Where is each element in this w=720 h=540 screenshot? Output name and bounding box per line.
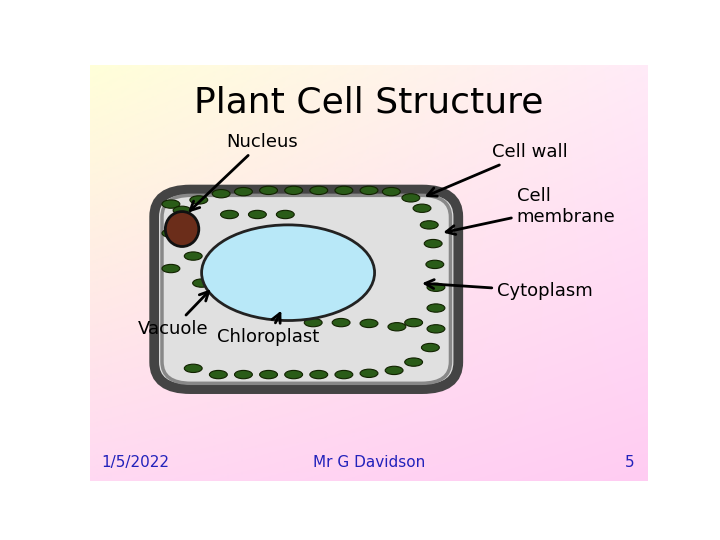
Ellipse shape	[193, 279, 210, 287]
Ellipse shape	[360, 369, 378, 377]
Ellipse shape	[405, 319, 423, 327]
Ellipse shape	[335, 186, 353, 194]
Ellipse shape	[212, 190, 230, 198]
Ellipse shape	[310, 186, 328, 194]
Text: Cytoplasm: Cytoplasm	[425, 280, 593, 300]
Ellipse shape	[235, 187, 253, 196]
Ellipse shape	[202, 225, 374, 321]
Ellipse shape	[413, 204, 431, 212]
Ellipse shape	[335, 370, 353, 379]
Ellipse shape	[427, 283, 445, 292]
Ellipse shape	[360, 319, 378, 328]
Ellipse shape	[260, 370, 277, 379]
Ellipse shape	[184, 364, 202, 373]
Ellipse shape	[248, 210, 266, 219]
Ellipse shape	[284, 370, 302, 379]
Ellipse shape	[426, 260, 444, 268]
Ellipse shape	[190, 196, 208, 204]
Text: Mr G Davidson: Mr G Davidson	[313, 455, 425, 470]
Text: Plant Cell Structure: Plant Cell Structure	[194, 85, 544, 119]
Text: Vacuole: Vacuole	[138, 292, 209, 338]
Text: Cell wall: Cell wall	[428, 143, 567, 196]
Ellipse shape	[235, 370, 253, 379]
Ellipse shape	[385, 366, 403, 375]
Ellipse shape	[332, 319, 350, 327]
Text: Nucleus: Nucleus	[190, 133, 299, 211]
Ellipse shape	[162, 229, 180, 238]
Ellipse shape	[360, 186, 378, 194]
Ellipse shape	[310, 370, 328, 379]
Text: 5: 5	[624, 455, 634, 470]
Ellipse shape	[388, 322, 406, 331]
Ellipse shape	[402, 194, 420, 202]
Ellipse shape	[427, 325, 445, 333]
Ellipse shape	[427, 304, 445, 312]
Ellipse shape	[284, 186, 302, 194]
Text: Cell
membrane: Cell membrane	[446, 187, 616, 234]
Ellipse shape	[405, 358, 423, 366]
Ellipse shape	[173, 206, 191, 214]
Ellipse shape	[162, 265, 180, 273]
Ellipse shape	[424, 239, 442, 248]
Ellipse shape	[184, 252, 202, 260]
Text: 1/5/2022: 1/5/2022	[101, 455, 169, 470]
Ellipse shape	[382, 187, 400, 196]
FancyBboxPatch shape	[154, 190, 459, 389]
Ellipse shape	[220, 210, 238, 219]
Ellipse shape	[421, 343, 439, 352]
Text: Chloroplast: Chloroplast	[217, 313, 320, 346]
Ellipse shape	[210, 370, 228, 379]
Ellipse shape	[166, 212, 199, 246]
Ellipse shape	[162, 200, 180, 208]
Ellipse shape	[260, 186, 277, 194]
Ellipse shape	[305, 319, 322, 327]
Ellipse shape	[276, 210, 294, 219]
Ellipse shape	[420, 221, 438, 229]
